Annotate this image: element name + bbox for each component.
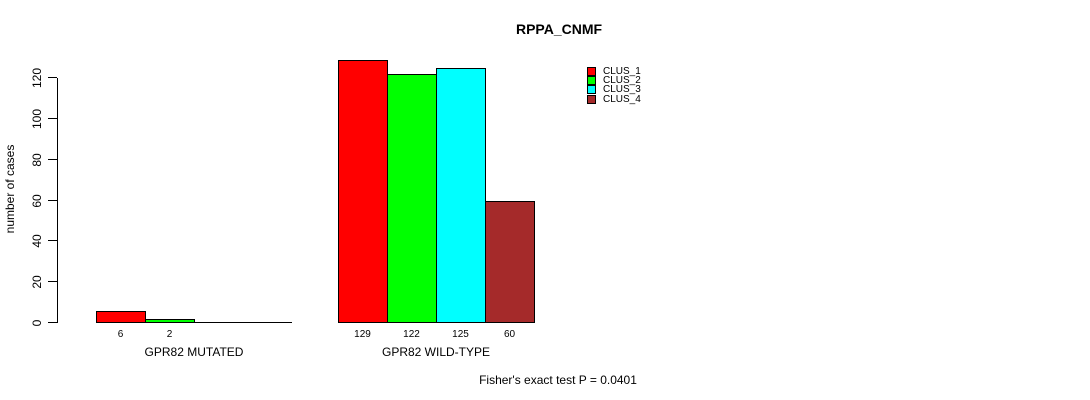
- legend-swatch-clus_1: [587, 66, 596, 76]
- y-axis-tick-label: 100: [30, 108, 44, 129]
- bar-clus_2-2: [387, 74, 437, 323]
- bar-value-label: 122: [403, 329, 420, 340]
- bar-clus_2-1: [145, 319, 195, 323]
- legend-swatch-clus_2: [587, 76, 596, 86]
- bar-value-label: 60: [503, 329, 516, 340]
- y-axis-tick: [48, 159, 57, 160]
- legend-label: CLUS_3: [603, 84, 641, 96]
- bar-value-label: 125: [452, 329, 469, 340]
- legend-label: CLUS_1: [603, 65, 641, 77]
- y-axis-tick: [48, 200, 57, 201]
- chart-title: RPPA_CNMF: [515, 21, 603, 37]
- legend-label: CLUS_4: [603, 93, 641, 105]
- bar-value-label: 129: [354, 329, 371, 340]
- y-axis-tick-label: 20: [30, 274, 44, 289]
- bar-value-label: 2: [166, 329, 173, 340]
- legend-item: CLUS_3: [587, 84, 641, 96]
- legend-label: CLUS_2: [603, 75, 641, 87]
- legend-item: CLUS_1: [587, 65, 641, 77]
- bar-clus_4-2: [485, 201, 535, 323]
- bar-clus_1-1: [96, 311, 146, 323]
- y-axis-title: number of cases: [3, 144, 17, 234]
- legend-item: CLUS_2: [587, 75, 641, 87]
- bar-clus_3-2: [436, 68, 486, 323]
- y-axis-tick-label: 40: [30, 233, 44, 248]
- legend-item: CLUS_4: [587, 93, 641, 105]
- y-axis-tick: [48, 118, 57, 119]
- y-axis-line: [57, 78, 58, 323]
- group-label: GPR82 MUTATED: [144, 345, 244, 359]
- legend-swatch-clus_4: [587, 94, 596, 104]
- y-axis-tick: [48, 240, 57, 241]
- y-axis-tick-label: 0: [30, 319, 44, 326]
- y-axis-tick: [48, 281, 57, 282]
- bar-clus_1-2: [338, 60, 388, 323]
- y-axis-tick: [48, 322, 57, 323]
- y-axis-tick-label: 120: [30, 67, 44, 88]
- y-axis-tick: [48, 77, 57, 78]
- bar-value-label: 6: [117, 329, 124, 340]
- stat-test-caption: Fisher's exact test P = 0.0401: [479, 373, 637, 387]
- y-axis-tick-label: 80: [30, 152, 44, 167]
- group-label: GPR82 WILD-TYPE: [381, 345, 491, 359]
- legend-swatch-clus_3: [587, 85, 596, 95]
- y-axis-tick-label: 60: [30, 193, 44, 208]
